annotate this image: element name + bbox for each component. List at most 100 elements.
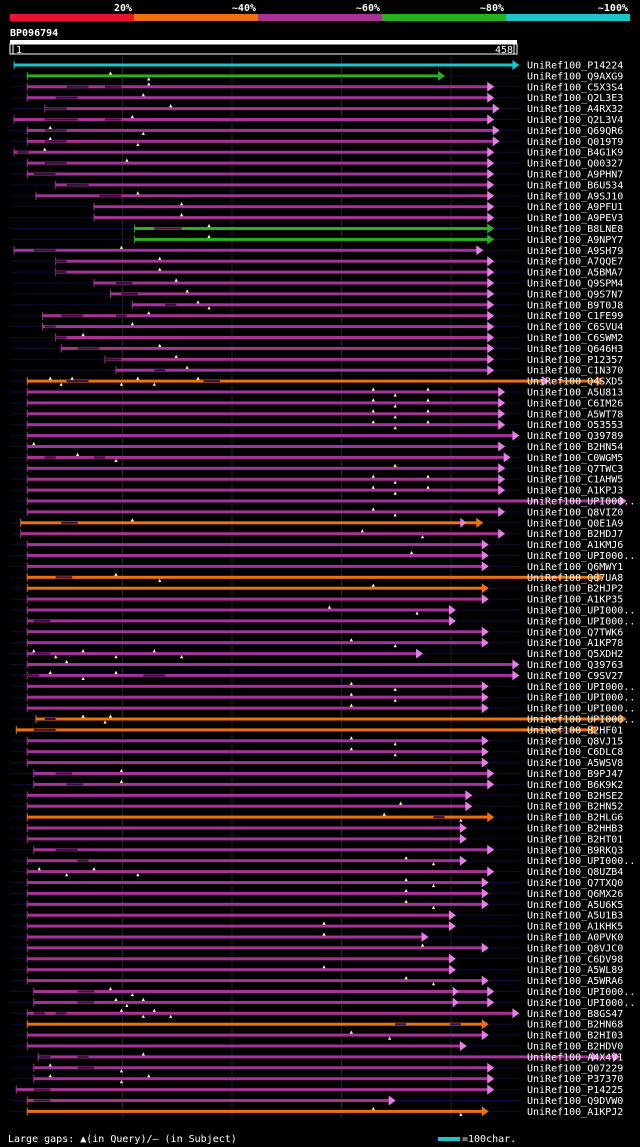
hit-label[interactable]: UniRef100_B6U534 <box>527 180 623 191</box>
hit-label[interactable]: UniRef100_C6SVU4 <box>527 322 623 333</box>
hit-row[interactable]: UniRef100_Q00327 <box>10 158 623 170</box>
hit-label[interactable]: UniRef100_A9SJ10 <box>527 191 623 202</box>
hit-row[interactable]: UniRef100_UPI000.. <box>10 692 635 704</box>
hit-row[interactable]: UniRef100_P14225 <box>10 1084 623 1097</box>
hit-row[interactable]: UniRef100_Q9AXG9 <box>10 70 623 83</box>
hit-label[interactable]: UniRef100_C6IM26 <box>527 398 623 409</box>
hit-row[interactable]: UniRef100_A5BMA7 <box>10 267 623 279</box>
hit-label[interactable]: UniRef100_C5X3S4 <box>527 82 623 93</box>
hit-label[interactable]: UniRef100_Q00327 <box>527 159 623 170</box>
hit-row[interactable]: UniRef100_Q69QR6 <box>10 125 623 137</box>
hit-label[interactable]: UniRef100_B2HSE2 <box>527 791 623 802</box>
hit-row[interactable]: UniRef100_B4G1K9 <box>10 147 623 159</box>
hit-row[interactable]: UniRef100_Q07UA8 <box>10 572 623 584</box>
hit-label[interactable]: UniRef100_Q2L3V4 <box>527 115 623 126</box>
hit-row[interactable]: UniRef100_UPI000.. <box>10 986 635 999</box>
hit-row[interactable]: UniRef100_Q8VJC0 <box>10 942 623 955</box>
hit-label[interactable]: UniRef100_A1KP78 <box>527 638 623 649</box>
hit-row[interactable]: UniRef100_A5WSV8 <box>10 757 623 770</box>
hit-label[interactable]: UniRef100_A1KMJ6 <box>527 540 623 551</box>
hit-label[interactable]: UniRef100_B2HN52 <box>527 802 623 813</box>
hit-label[interactable]: UniRef100_UPI000.. <box>527 998 635 1009</box>
hit-label[interactable]: UniRef100_B2HDV0 <box>527 1042 623 1053</box>
hit-label[interactable]: UniRef100_B2HLG6 <box>527 813 623 824</box>
hit-row[interactable]: UniRef100_B2HDV0 <box>10 1041 623 1053</box>
hit-row[interactable]: UniRef100_B2HT01 <box>10 833 623 846</box>
hit-label[interactable]: UniRef100_B2HHB3 <box>527 824 623 835</box>
hit-row[interactable]: UniRef100_A5WT78 <box>10 408 623 421</box>
hit-row[interactable]: UniRef100_A5U813 <box>10 387 623 399</box>
hit-label[interactable]: UniRef100_UPI000.. <box>527 497 635 508</box>
hit-label[interactable]: UniRef100_A5WSV8 <box>527 758 623 769</box>
hit-label[interactable]: UniRef100_UPI000.. <box>527 704 635 715</box>
hit-row[interactable]: UniRef100_B9T0J8 <box>10 299 623 312</box>
hit-row[interactable]: UniRef100_B2HN52 <box>10 801 623 813</box>
hit-label[interactable]: UniRef100_C1FE99 <box>527 311 623 322</box>
hit-row[interactable]: UniRef100_A5U1B3 <box>10 910 623 922</box>
hit-label[interactable]: UniRef100_Q07229 <box>527 1063 623 1074</box>
hit-row[interactable]: UniRef100_C1N370 <box>10 365 623 377</box>
hit-label[interactable]: UniRef100_A9PEV3 <box>527 213 623 224</box>
hit-row[interactable]: UniRef100_A1KP78 <box>10 637 623 650</box>
hit-row[interactable]: UniRef100_B2HI03 <box>10 1030 623 1042</box>
hit-row[interactable]: UniRef100_P14224 <box>10 60 623 72</box>
hit-label[interactable]: UniRef100_Q8VJC0 <box>527 943 623 954</box>
hit-label[interactable]: UniRef100_UPI000.. <box>527 715 635 726</box>
hit-row[interactable]: UniRef100_Q646H3 <box>10 343 623 355</box>
hit-row[interactable]: UniRef100_C1AHW5 <box>10 474 623 486</box>
hit-row[interactable]: UniRef100_Q019T9 <box>10 136 623 148</box>
hit-row[interactable]: UniRef100_C1FE99 <box>10 310 623 323</box>
hit-row[interactable]: UniRef100_UPI000.. <box>10 496 635 508</box>
hit-label[interactable]: UniRef100_A1KP35 <box>527 595 623 606</box>
hit-row[interactable]: UniRef100_UPI000.. <box>10 714 635 726</box>
hit-label[interactable]: UniRef100_B8LNE8 <box>527 224 623 235</box>
hit-label[interactable]: UniRef100_Q8VJ15 <box>527 736 623 747</box>
hit-label[interactable]: UniRef100_A9PHN7 <box>527 170 623 181</box>
hit-label[interactable]: UniRef100_A5U1B3 <box>527 911 623 922</box>
hit-row[interactable]: UniRef100_C6SVU4 <box>10 321 623 334</box>
hit-label[interactable]: UniRef100_B6K9K2 <box>527 780 623 791</box>
hit-row[interactable]: UniRef100_B2HJP2 <box>10 583 623 595</box>
hit-row[interactable]: UniRef100_C6IM26 <box>10 397 623 410</box>
hit-label[interactable]: UniRef100_P14224 <box>527 61 623 72</box>
hit-label[interactable]: UniRef100_A9NPY7 <box>527 235 623 246</box>
hit-label[interactable]: UniRef100_Q7TWC3 <box>527 464 623 475</box>
hit-label[interactable]: UniRef100_Q9DVW0 <box>527 1096 623 1107</box>
hit-label[interactable]: UniRef100_Q4SXD5 <box>527 377 623 388</box>
hit-label[interactable]: UniRef100_Q39789 <box>527 431 623 442</box>
hit-row[interactable]: UniRef100_C9SV27 <box>10 670 623 682</box>
hit-label[interactable]: UniRef100_B9T0J8 <box>527 300 623 311</box>
hit-row[interactable]: UniRef100_Q6MWY1 <box>10 561 623 573</box>
hit-row[interactable]: UniRef100_P37370 <box>10 1073 623 1086</box>
hit-label[interactable]: UniRef100_C6SWM2 <box>527 333 623 344</box>
hit-label[interactable]: UniRef100_B4G1K9 <box>527 148 623 159</box>
hit-row[interactable]: UniRef100_Q8UZB4 <box>10 866 623 879</box>
hit-row[interactable]: UniRef100_A9PHN7 <box>10 169 623 181</box>
hit-row[interactable]: UniRef100_B2HHB3 <box>10 823 623 835</box>
hit-row[interactable]: UniRef100_A4RX32 <box>10 103 623 116</box>
hit-label[interactable]: UniRef100_C9SV27 <box>527 671 623 682</box>
hit-label[interactable]: UniRef100_A1KHK5 <box>527 922 623 933</box>
hit-label[interactable]: UniRef100_B2HDJ7 <box>527 529 623 540</box>
hit-label[interactable]: UniRef100_C0WGM5 <box>527 453 623 464</box>
hit-label[interactable]: UniRef100_UPI000.. <box>527 616 635 627</box>
hit-label[interactable]: UniRef100_B9PJ47 <box>527 769 623 780</box>
hit-row[interactable]: UniRef100_Q8VIZ0 <box>10 506 623 519</box>
hit-label[interactable]: UniRef100_P12357 <box>527 355 623 366</box>
hit-row[interactable]: UniRef100_Q39763 <box>10 659 623 672</box>
hit-label[interactable]: UniRef100_Q7TWK6 <box>527 627 623 638</box>
hit-label[interactable]: UniRef100_A5BMA7 <box>527 268 623 279</box>
hit-label[interactable]: UniRef100_B2HI03 <box>527 1031 623 1042</box>
hit-row[interactable]: UniRef100_C6DLC8 <box>10 746 623 759</box>
hit-label[interactable]: UniRef100_Q5XDH2 <box>527 649 623 660</box>
hit-label[interactable]: UniRef100_Q9S7N7 <box>527 289 623 300</box>
hit-row[interactable]: UniRef100_A7QQE7 <box>10 256 623 268</box>
hit-label[interactable]: UniRef100_B8GS47 <box>527 1009 623 1020</box>
hit-row[interactable]: UniRef100_B9RKQ3 <box>10 844 623 857</box>
hit-row[interactable]: UniRef100_B2HSE2 <box>10 790 623 802</box>
hit-row[interactable]: UniRef100_Q4SXD5 <box>10 376 623 388</box>
hit-row[interactable]: UniRef100_Q6MX26 <box>10 888 623 900</box>
hit-label[interactable]: UniRef100_A5U6K5 <box>527 900 623 911</box>
hit-label[interactable]: UniRef100_Q9AXG9 <box>527 71 623 82</box>
hit-label[interactable]: UniRef100_Q646H3 <box>527 344 623 355</box>
